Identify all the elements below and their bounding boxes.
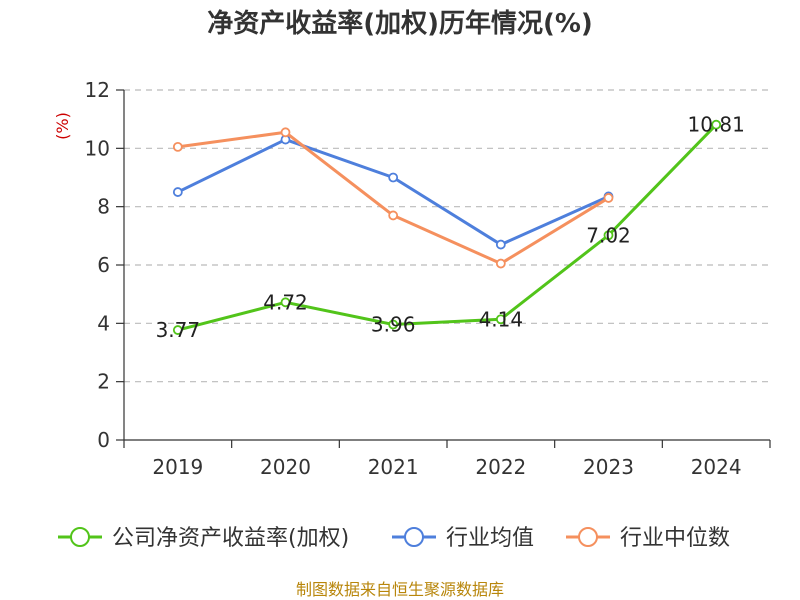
legend-item: 行业中位数 [566, 526, 730, 551]
data-point [172, 187, 183, 197]
axis-layer: 0 2 4 6 8 10 12 2019 2020 2021 2022 2023 2024 [85, 78, 771, 479]
series-line [177, 123, 718, 332]
x-tick-label: 2021 [368, 455, 419, 479]
legend-label: 公司净资产收益率(加权) [112, 526, 349, 551]
legend-item: 公司净资产收益率(加权) [58, 526, 349, 551]
y-axis-unit-label: (%) [53, 112, 72, 140]
series-line [177, 138, 610, 247]
legend: 公司净资产收益率(加权) 行业均值 行业中位数 [58, 526, 730, 551]
legend-item: 行业均值 [392, 526, 534, 551]
data-point [495, 239, 506, 250]
data-point [280, 297, 291, 308]
legend-marker [70, 527, 90, 547]
x-tick-label: 2023 [583, 455, 634, 479]
y-tick-label: 0 [97, 428, 110, 452]
data-label-layer: 3.77 4.72 3.96 4.14 7.02 10.81 [156, 113, 745, 342]
y-tick-label: 4 [97, 311, 110, 335]
data-point [603, 230, 614, 241]
data-source-note: 制图数据来自恒生聚源数据库 [296, 580, 504, 599]
legend-label: 行业中位数 [620, 526, 730, 551]
chart-title: 净资产收益率(加权)历年情况(%) [207, 8, 593, 39]
legend-label: 行业均值 [446, 526, 534, 551]
data-point [280, 127, 291, 138]
y-tick-label: 2 [97, 370, 110, 394]
data-label: 3.77 [156, 318, 201, 342]
data-label: 10.81 [688, 113, 745, 137]
data-label: 3.96 [371, 313, 416, 337]
data-point [172, 141, 183, 152]
x-tick-label: 2019 [152, 455, 203, 479]
data-point [172, 325, 183, 335]
data-point [388, 172, 399, 183]
data-label: 4.72 [263, 290, 308, 314]
data-label: 4.14 [479, 307, 524, 331]
series-layer [172, 119, 722, 335]
x-tick-label: 2020 [260, 455, 311, 479]
y-tick-label: 6 [97, 253, 110, 277]
data-point [495, 258, 506, 269]
data-point [711, 119, 722, 130]
grid-layer [124, 89, 770, 383]
data-label: 7.02 [586, 223, 631, 247]
y-tick-label: 8 [97, 195, 110, 219]
data-point [495, 314, 506, 325]
x-tick-label: 2024 [691, 455, 742, 479]
x-tick-label: 2022 [475, 455, 526, 479]
data-point [388, 319, 399, 330]
y-tick-label: 10 [85, 136, 110, 160]
legend-marker [578, 527, 598, 547]
y-tick-label: 12 [85, 78, 110, 102]
data-point [388, 210, 399, 221]
data-point [603, 193, 614, 203]
series-line [177, 130, 610, 266]
legend-marker [404, 527, 424, 547]
